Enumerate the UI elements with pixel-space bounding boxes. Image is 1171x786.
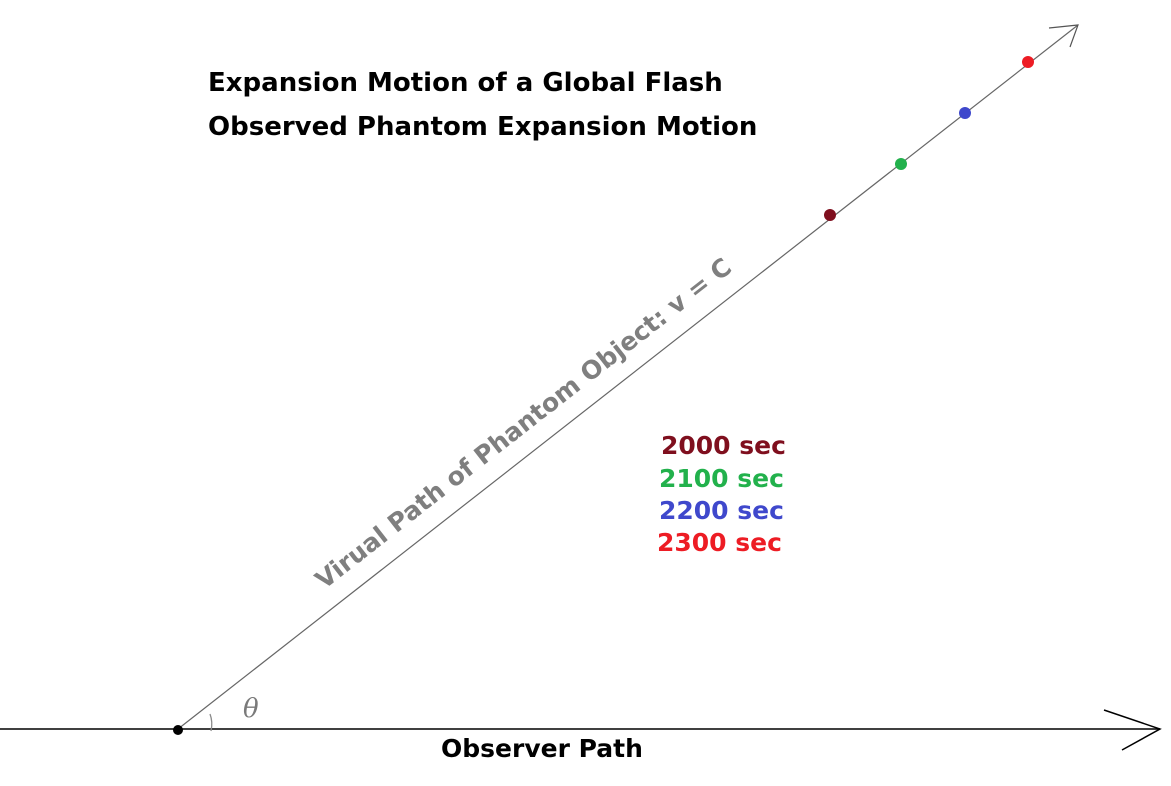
- marker-dot-2300: [1022, 56, 1034, 68]
- theta-symbol: θ: [243, 694, 259, 724]
- observer-path-label: Observer Path: [441, 734, 643, 763]
- title-line-1: Expansion Motion of a Global Flash: [208, 68, 723, 98]
- legend-entry-2300: 2300 sec: [657, 528, 782, 557]
- time-legend: 2000 sec 2100 sec 2200 sec 2300 sec: [657, 431, 786, 557]
- title-line-2: Observed Phantom Expansion Motion: [208, 112, 757, 142]
- legend-entry-2000: 2000 sec: [661, 431, 786, 460]
- origin-dot: [173, 725, 183, 735]
- marker-dot-2100: [895, 158, 907, 170]
- virtual-path-line: [177, 24, 1079, 730]
- marker-dot-2000: [824, 209, 836, 221]
- observer-path-arrowhead: [1103, 709, 1162, 751]
- legend-entry-2200: 2200 sec: [659, 496, 784, 525]
- marker-dots: [824, 56, 1034, 221]
- legend-entry-2100: 2100 sec: [659, 464, 784, 493]
- virtual-path-arrowhead: [1048, 24, 1079, 48]
- angle-arc: [209, 713, 213, 732]
- marker-dot-2200: [959, 107, 971, 119]
